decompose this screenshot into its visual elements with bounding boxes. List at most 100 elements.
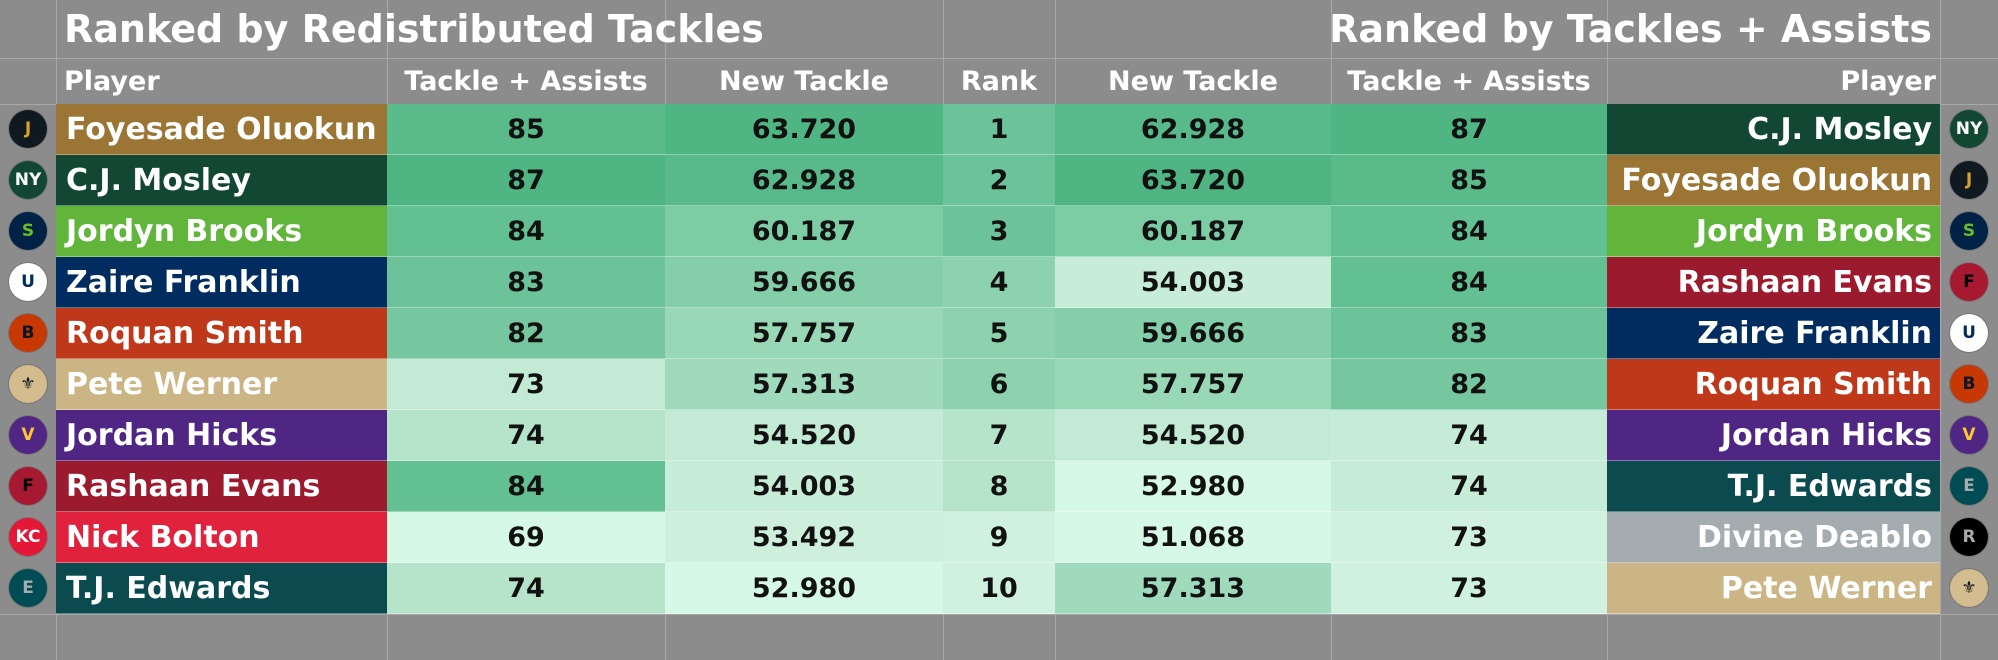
left-tackle-assists-cell: 69 xyxy=(387,512,665,563)
left-tackle-assists-cell: 84 xyxy=(387,461,665,512)
left-player-name: Rashaan Evans xyxy=(56,461,387,512)
rank-cell: 5 xyxy=(943,308,1055,359)
left-tackle-assists-cell: 83 xyxy=(387,257,665,308)
left-player-name: T.J. Edwards xyxy=(56,563,387,614)
right-tackle-assists-cell: 73 xyxy=(1331,512,1607,563)
left-player-name: Nick Bolton xyxy=(56,512,387,563)
vikings-logo-icon: V xyxy=(1948,414,1990,456)
left-player-name: Jordyn Brooks xyxy=(56,206,387,257)
left-player-name: C.J. Mosley xyxy=(56,155,387,206)
left-tackle-assists-cell: 87 xyxy=(387,155,665,206)
vikings-logo-icon: V xyxy=(9,416,47,454)
left-tackle-assists-cell: 74 xyxy=(387,563,665,614)
eagles-logo-icon: E xyxy=(1948,465,1990,507)
eagles-logo-icon: E xyxy=(9,569,47,607)
jaguars-logo-icon: J xyxy=(7,108,49,150)
right-tackle-assists-header: Tackle + Assists xyxy=(1347,65,1591,97)
right-new-tackle-header: New Tackle xyxy=(1108,65,1278,97)
right-player-name: Zaire Franklin xyxy=(1607,308,1940,359)
left-new-tackle-cell: 62.928 xyxy=(665,155,943,206)
chiefs-logo-icon: KC xyxy=(9,518,47,556)
raiders-logo-icon: R xyxy=(1950,518,1988,556)
right-new-tackle-cell: 63.720 xyxy=(1055,155,1331,206)
seahawks-logo-icon: S xyxy=(7,210,49,252)
chiefs-logo-icon: KC xyxy=(7,516,49,558)
left-tackle-assists-cell: 84 xyxy=(387,206,665,257)
left-tackle-assists-cell: 73 xyxy=(387,359,665,410)
right-new-tackle-cell: 52.980 xyxy=(1055,461,1331,512)
left-player-name: Foyesade Oluokun xyxy=(56,104,387,155)
right-player-name: C.J. Mosley xyxy=(1607,104,1940,155)
rank-cell: 10 xyxy=(943,563,1055,614)
seahawks-logo-icon: S xyxy=(1948,210,1990,252)
bears-logo-icon: B xyxy=(7,312,49,354)
falcons-logo-icon: F xyxy=(1948,261,1990,303)
rank-cell: 8 xyxy=(943,461,1055,512)
left-player-name: Roquan Smith xyxy=(56,308,387,359)
left-new-tackle-cell: 63.720 xyxy=(665,104,943,155)
rank-header: Rank xyxy=(960,65,1038,97)
left-new-tackle-cell: 54.520 xyxy=(665,410,943,461)
grid-line xyxy=(0,58,1998,59)
right-player-header: Player xyxy=(1840,65,1936,97)
jets-logo-icon: NY xyxy=(1950,110,1988,148)
right-player-name: Foyesade Oluokun xyxy=(1607,155,1940,206)
jets-logo-icon: NY xyxy=(9,161,47,199)
grid-line xyxy=(0,614,1998,615)
colts-logo-icon: U xyxy=(7,261,49,303)
eagles-logo-icon: E xyxy=(7,567,49,609)
left-player-header: Player xyxy=(64,65,160,97)
right-player-name: Rashaan Evans xyxy=(1607,257,1940,308)
right-new-tackle-cell: 62.928 xyxy=(1055,104,1331,155)
right-tackle-assists-cell: 73 xyxy=(1331,563,1607,614)
right-tackle-assists-cell: 85 xyxy=(1331,155,1607,206)
left-table-title: Ranked by Redistributed Tackles xyxy=(64,7,764,51)
jaguars-logo-icon: J xyxy=(9,110,47,148)
right-new-tackle-cell: 59.666 xyxy=(1055,308,1331,359)
raiders-logo-icon: R xyxy=(1948,516,1990,558)
left-new-tackle-cell: 52.980 xyxy=(665,563,943,614)
left-tackle-assists-cell: 85 xyxy=(387,104,665,155)
right-player-name: Divine Deablo xyxy=(1607,512,1940,563)
saints-logo-icon: ⚜ xyxy=(1950,569,1988,607)
right-new-tackle-cell: 57.757 xyxy=(1055,359,1331,410)
colts-logo-icon: U xyxy=(1948,312,1990,354)
right-new-tackle-cell: 54.520 xyxy=(1055,410,1331,461)
falcons-logo-icon: F xyxy=(1950,263,1988,301)
right-tackle-assists-cell: 84 xyxy=(1331,257,1607,308)
right-player-name: Jordyn Brooks xyxy=(1607,206,1940,257)
left-player-name: Jordan Hicks xyxy=(56,410,387,461)
vikings-logo-icon: V xyxy=(7,414,49,456)
left-player-name: Pete Werner xyxy=(56,359,387,410)
left-tackle-assists-header: Tackle + Assists xyxy=(404,65,648,97)
left-new-tackle-cell: 59.666 xyxy=(665,257,943,308)
bears-logo-icon: B xyxy=(1948,363,1990,405)
seahawks-logo-icon: S xyxy=(1950,212,1988,250)
colts-logo-icon: U xyxy=(9,263,47,301)
right-tackle-assists-cell: 74 xyxy=(1331,461,1607,512)
right-tackle-assists-cell: 84 xyxy=(1331,206,1607,257)
saints-logo-icon: ⚜ xyxy=(9,365,47,403)
jets-logo-icon: NY xyxy=(7,159,49,201)
saints-logo-icon: ⚜ xyxy=(7,363,49,405)
jaguars-logo-icon: J xyxy=(1948,159,1990,201)
grid-line xyxy=(1940,0,1941,660)
right-player-name: T.J. Edwards xyxy=(1607,461,1940,512)
rank-cell: 3 xyxy=(943,206,1055,257)
jets-logo-icon: NY xyxy=(1948,108,1990,150)
left-tackle-assists-cell: 74 xyxy=(387,410,665,461)
right-player-name: Jordan Hicks xyxy=(1607,410,1940,461)
rank-cell: 6 xyxy=(943,359,1055,410)
right-new-tackle-cell: 60.187 xyxy=(1055,206,1331,257)
vikings-logo-icon: V xyxy=(1950,416,1988,454)
seahawks-logo-icon: S xyxy=(9,212,47,250)
rank-cell: 2 xyxy=(943,155,1055,206)
falcons-logo-icon: F xyxy=(9,467,47,505)
left-player-name: Zaire Franklin xyxy=(56,257,387,308)
jaguars-logo-icon: J xyxy=(1950,161,1988,199)
left-new-tackle-cell: 53.492 xyxy=(665,512,943,563)
left-new-tackle-header: New Tackle xyxy=(719,65,889,97)
right-new-tackle-cell: 54.003 xyxy=(1055,257,1331,308)
right-tackle-assists-cell: 87 xyxy=(1331,104,1607,155)
